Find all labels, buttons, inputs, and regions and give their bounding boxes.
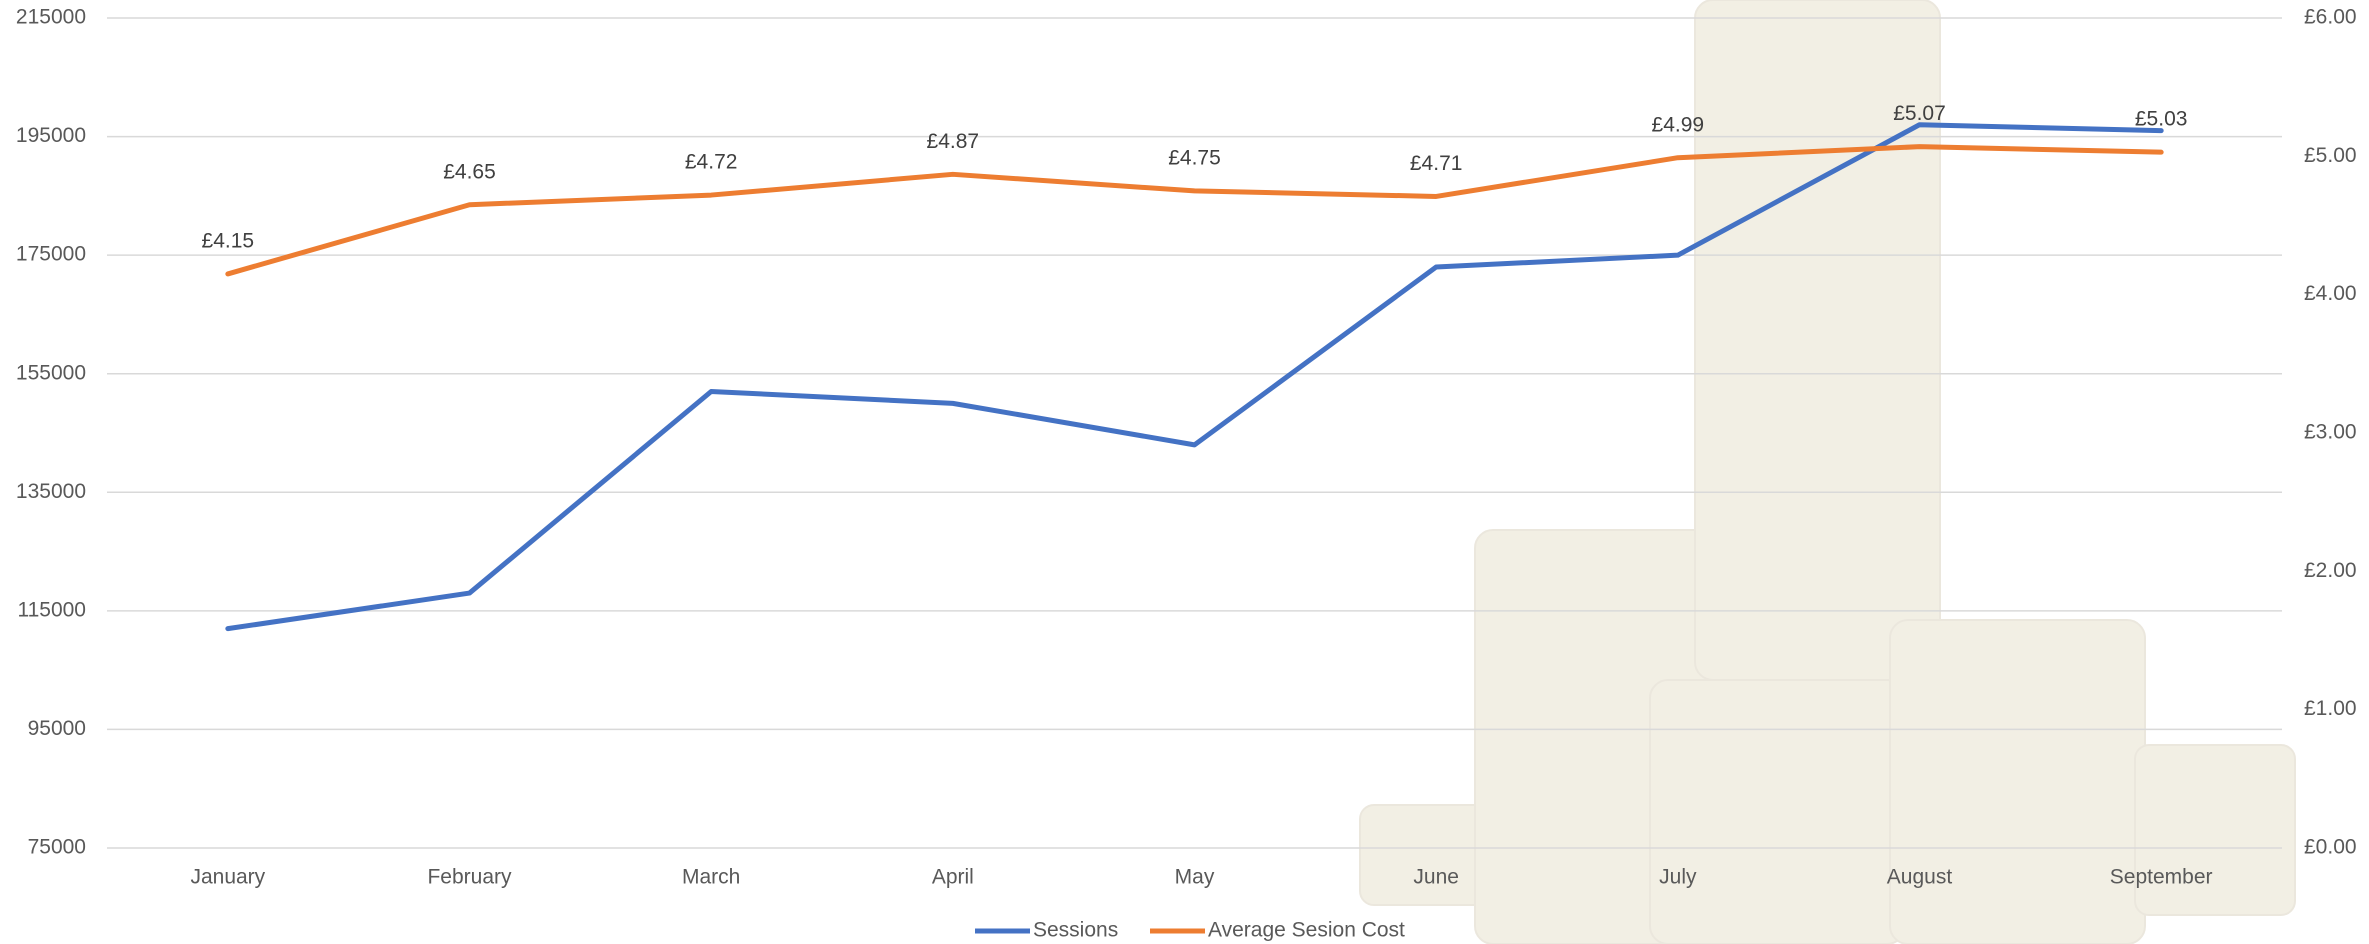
x-tick-label: April: [932, 866, 974, 889]
data-label: £4.65: [443, 160, 496, 183]
coin-background: [1360, 0, 2295, 944]
y2-tick-label: £6.00: [2304, 6, 2357, 29]
y2-tick-label: £5.00: [2304, 144, 2357, 167]
data-label: £4.71: [1410, 152, 1463, 175]
data-label: £4.87: [927, 130, 980, 153]
data-label: £5.07: [1893, 102, 1946, 125]
data-label: £5.03: [2135, 108, 2188, 131]
y-tick-label: 195000: [16, 124, 86, 147]
x-tick-label: September: [2110, 866, 2213, 889]
x-tick-label: January: [190, 866, 265, 889]
x-tick-label: August: [1887, 866, 1953, 889]
y-tick-label: 95000: [28, 717, 86, 740]
data-label: £4.75: [1168, 146, 1221, 169]
y2-tick-label: £3.00: [2304, 421, 2357, 444]
x-tick-label: June: [1413, 866, 1459, 889]
x-tick-label: May: [1175, 866, 1215, 889]
y-tick-label: 135000: [16, 480, 86, 503]
y-tick-label: 75000: [28, 836, 86, 859]
y2-tick-label: £4.00: [2304, 282, 2357, 305]
data-label: £4.15: [202, 229, 255, 252]
data-label: £4.72: [685, 151, 738, 174]
y-tick-label: 175000: [16, 243, 86, 266]
x-tick-label: March: [682, 866, 740, 889]
chart: 75000 95000 115000 135000 155000 175000 195000…: [0, 0, 2369, 944]
y2-tick-label: £1.00: [2304, 697, 2357, 720]
y2-tick-label: £0.00: [2304, 836, 2357, 859]
y2-tick-label: £2.00: [2304, 559, 2357, 582]
y-tick-label: 155000: [16, 361, 86, 384]
data-label: £4.99: [1652, 113, 1705, 136]
y-tick-label: 115000: [17, 598, 86, 621]
legend-label: Sessions: [1033, 919, 1118, 942]
x-tick-label: July: [1659, 866, 1697, 889]
x-tick-label: February: [427, 866, 512, 889]
y-tick-label: 215000: [16, 6, 86, 29]
legend-label: Average Sesion Cost: [1208, 919, 1405, 942]
